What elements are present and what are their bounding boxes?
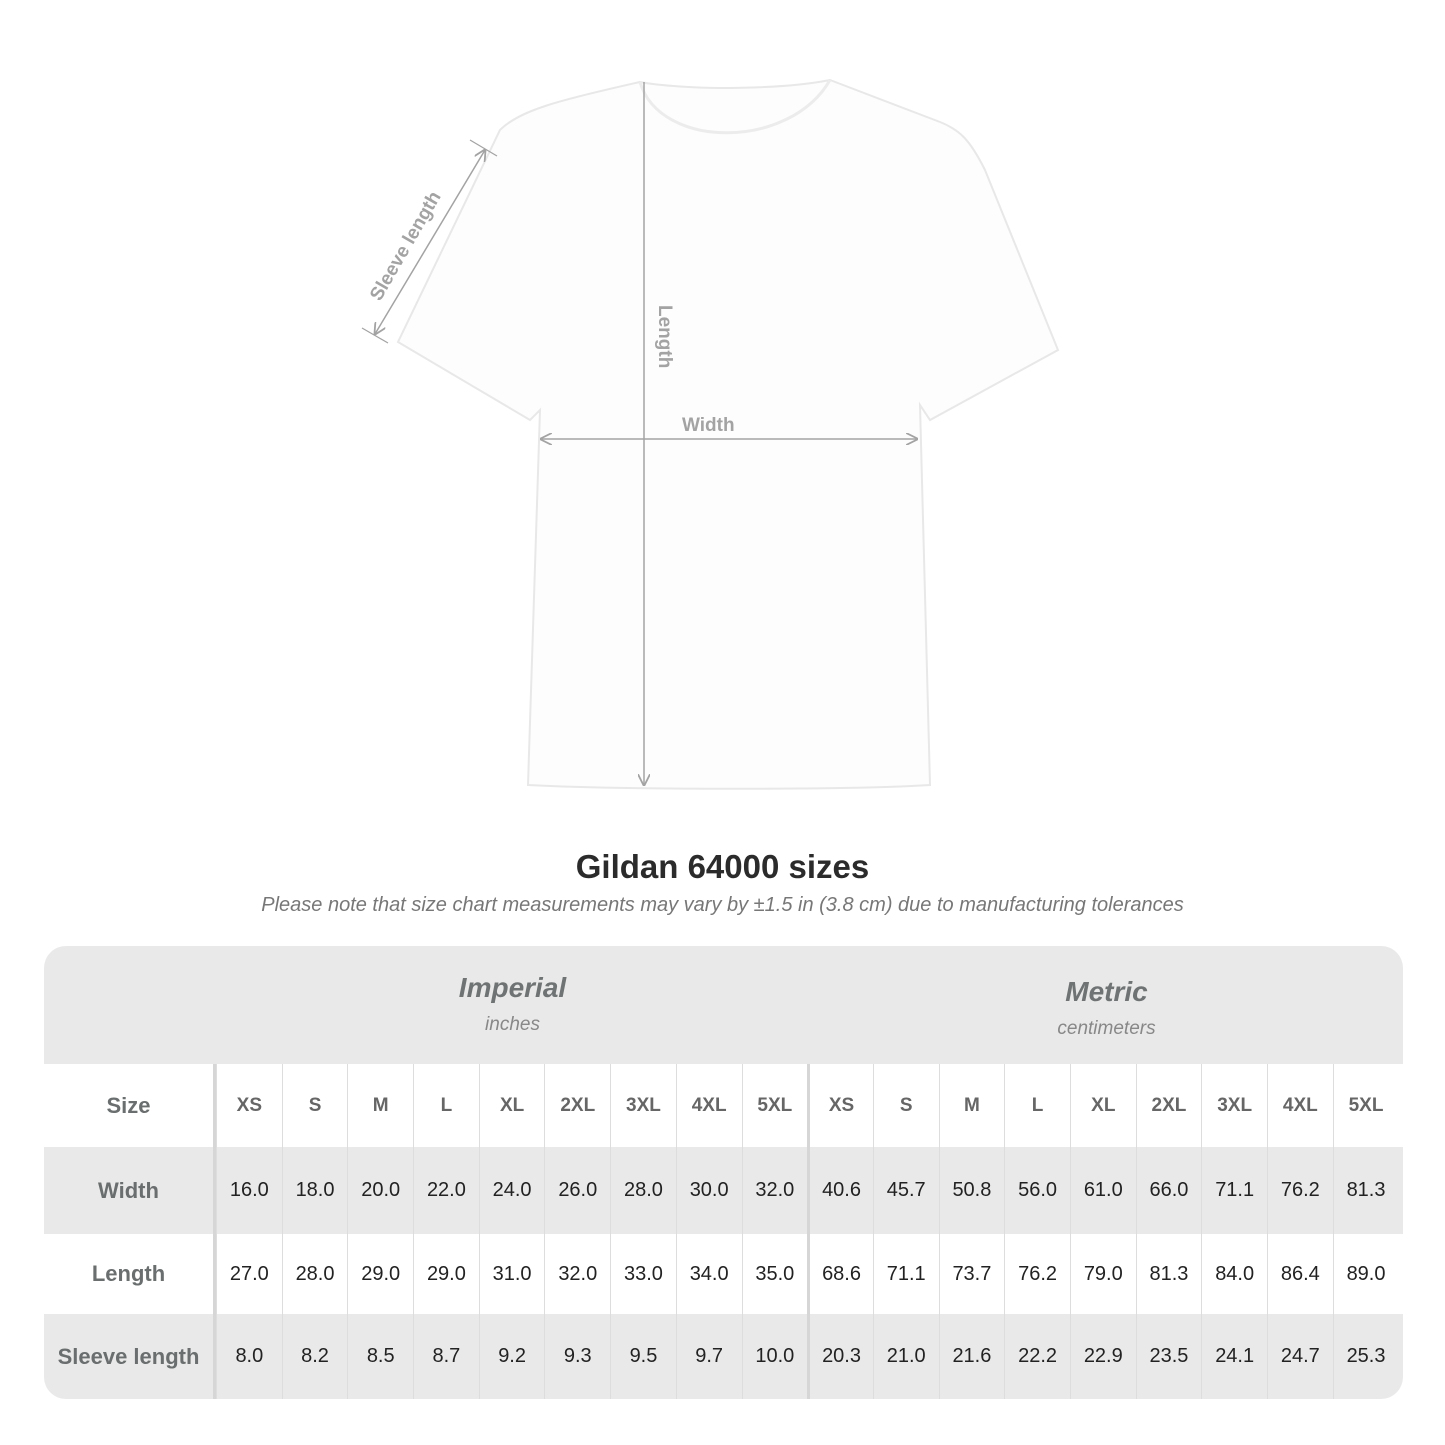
imperial-value: 29.0 — [347, 1234, 413, 1314]
imperial-value: 27.0 — [216, 1234, 282, 1314]
imperial-value: 10.0 — [741, 1314, 808, 1399]
metric-value: 81.3 — [1135, 1234, 1202, 1314]
sleeve-arrow — [375, 150, 485, 334]
row-label: Size — [44, 1064, 216, 1147]
metric-value: 21.0 — [872, 1314, 939, 1399]
metric-value: 45.7 — [872, 1147, 939, 1234]
metric-value: 68.6 — [807, 1234, 873, 1314]
tolerance-note: Please note that size chart measurements… — [261, 894, 1184, 916]
size-header-imperial: 5XL — [741, 1064, 808, 1147]
table-row: Sleeve length 8.0 8.2 8.5 8.7 9.2 9.3 9.5 9.7 10.… — [44, 1314, 1403, 1399]
metric-value: 71.1 — [1201, 1147, 1267, 1234]
metric-value: 76.2 — [1267, 1147, 1333, 1234]
row-label: Width — [44, 1147, 216, 1234]
metric-value: 73.7 — [938, 1234, 1005, 1314]
imperial-value: 32.0 — [544, 1234, 610, 1314]
tshirt-diagram: Sleeve length Length Width — [361, 78, 1060, 790]
size-header-metric: S — [872, 1064, 939, 1147]
imperial-value: 28.0 — [610, 1147, 676, 1234]
metric-value: 40.6 — [807, 1147, 873, 1234]
metric-value: 23.5 — [1135, 1314, 1202, 1399]
imperial-value: 24.0 — [478, 1147, 545, 1234]
size-header-metric: XL — [1069, 1064, 1136, 1147]
imperial-value: 26.0 — [544, 1147, 610, 1234]
size-header-metric: 5XL — [1332, 1064, 1399, 1147]
imperial-value: 32.0 — [741, 1147, 808, 1234]
imperial-value: 9.3 — [544, 1314, 610, 1399]
imperial-value: 29.0 — [413, 1234, 479, 1314]
size-header-imperial: 4XL — [675, 1064, 742, 1147]
imperial-value: 35.0 — [741, 1234, 808, 1314]
size-header-row: Size XS S M L XL 2XL 3XL 4XL 5XL XS S M L XL 2XL 3XL 4XL 5… — [44, 1064, 1403, 1147]
size-header-imperial: L — [413, 1064, 479, 1147]
size-table: Imperial inches Metric centimeters Size X… — [44, 946, 1403, 1399]
imperial-value: 20.0 — [347, 1147, 413, 1234]
size-header-imperial: M — [347, 1064, 413, 1147]
size-header-imperial: 3XL — [610, 1064, 676, 1147]
metric-value: 89.0 — [1332, 1234, 1399, 1314]
size-header-metric: L — [1004, 1064, 1070, 1147]
imperial-value: 8.7 — [413, 1314, 479, 1399]
imperial-value: 8.2 — [281, 1314, 348, 1399]
page-title: Gildan 64000 sizes — [575, 848, 870, 885]
imperial-value: 22.0 — [413, 1147, 479, 1234]
metric-value: 79.0 — [1069, 1234, 1136, 1314]
length-label: Length — [654, 305, 675, 368]
size-header-imperial: 2XL — [544, 1064, 610, 1147]
size-header-imperial: XL — [478, 1064, 545, 1147]
metric-value: 24.7 — [1267, 1314, 1333, 1399]
metric-value: 50.8 — [938, 1147, 1005, 1234]
size-header-metric: 4XL — [1267, 1064, 1333, 1147]
imperial-header: Imperial inches — [216, 972, 809, 1036]
imperial-value: 16.0 — [216, 1147, 282, 1234]
table-row: Width 16.0 18.0 20.0 22.0 24.0 26.0 28.0 30.0 32.… — [44, 1147, 1403, 1234]
imperial-value: 9.5 — [610, 1314, 676, 1399]
imperial-value: 31.0 — [478, 1234, 545, 1314]
imperial-value: 8.0 — [216, 1314, 282, 1399]
size-header-imperial: XS — [216, 1064, 282, 1147]
metric-header: Metric centimeters — [810, 976, 1403, 1040]
imperial-value: 33.0 — [610, 1234, 676, 1314]
imperial-title: Imperial — [458, 972, 567, 1003]
imperial-value: 8.5 — [347, 1314, 413, 1399]
imperial-value: 34.0 — [675, 1234, 742, 1314]
metric-title: Metric — [1065, 976, 1148, 1007]
metric-unit: centimeters — [1057, 1018, 1156, 1039]
metric-value: 81.3 — [1332, 1147, 1399, 1234]
metric-value: 61.0 — [1069, 1147, 1136, 1234]
size-header-metric: 3XL — [1201, 1064, 1267, 1147]
size-header-imperial: S — [281, 1064, 348, 1147]
metric-value: 66.0 — [1135, 1147, 1202, 1234]
imperial-value: 9.7 — [675, 1314, 742, 1399]
metric-value: 86.4 — [1267, 1234, 1333, 1314]
row-label: Sleeve length — [44, 1314, 216, 1399]
size-header-metric: M — [938, 1064, 1005, 1147]
metric-value: 20.3 — [807, 1314, 873, 1399]
row-label: Length — [44, 1234, 216, 1314]
size-header-metric: XS — [807, 1064, 873, 1147]
size-header-metric: 2XL — [1135, 1064, 1202, 1147]
metric-value: 22.9 — [1069, 1314, 1136, 1399]
imperial-value: 18.0 — [281, 1147, 348, 1234]
metric-value: 56.0 — [1004, 1147, 1070, 1234]
table-row: Length 27.0 28.0 29.0 29.0 31.0 32.0 33.0 34.0 35… — [44, 1234, 1403, 1314]
metric-value: 76.2 — [1004, 1234, 1070, 1314]
metric-value: 21.6 — [938, 1314, 1005, 1399]
metric-value: 84.0 — [1201, 1234, 1267, 1314]
metric-value: 22.2 — [1004, 1314, 1070, 1399]
imperial-value: 9.2 — [478, 1314, 545, 1399]
imperial-unit: inches — [485, 1014, 540, 1035]
width-label: Width — [682, 415, 735, 436]
metric-value: 24.1 — [1201, 1314, 1267, 1399]
imperial-value: 30.0 — [675, 1147, 742, 1234]
metric-value: 71.1 — [872, 1234, 939, 1314]
imperial-value: 28.0 — [281, 1234, 348, 1314]
metric-value: 25.3 — [1332, 1314, 1399, 1399]
